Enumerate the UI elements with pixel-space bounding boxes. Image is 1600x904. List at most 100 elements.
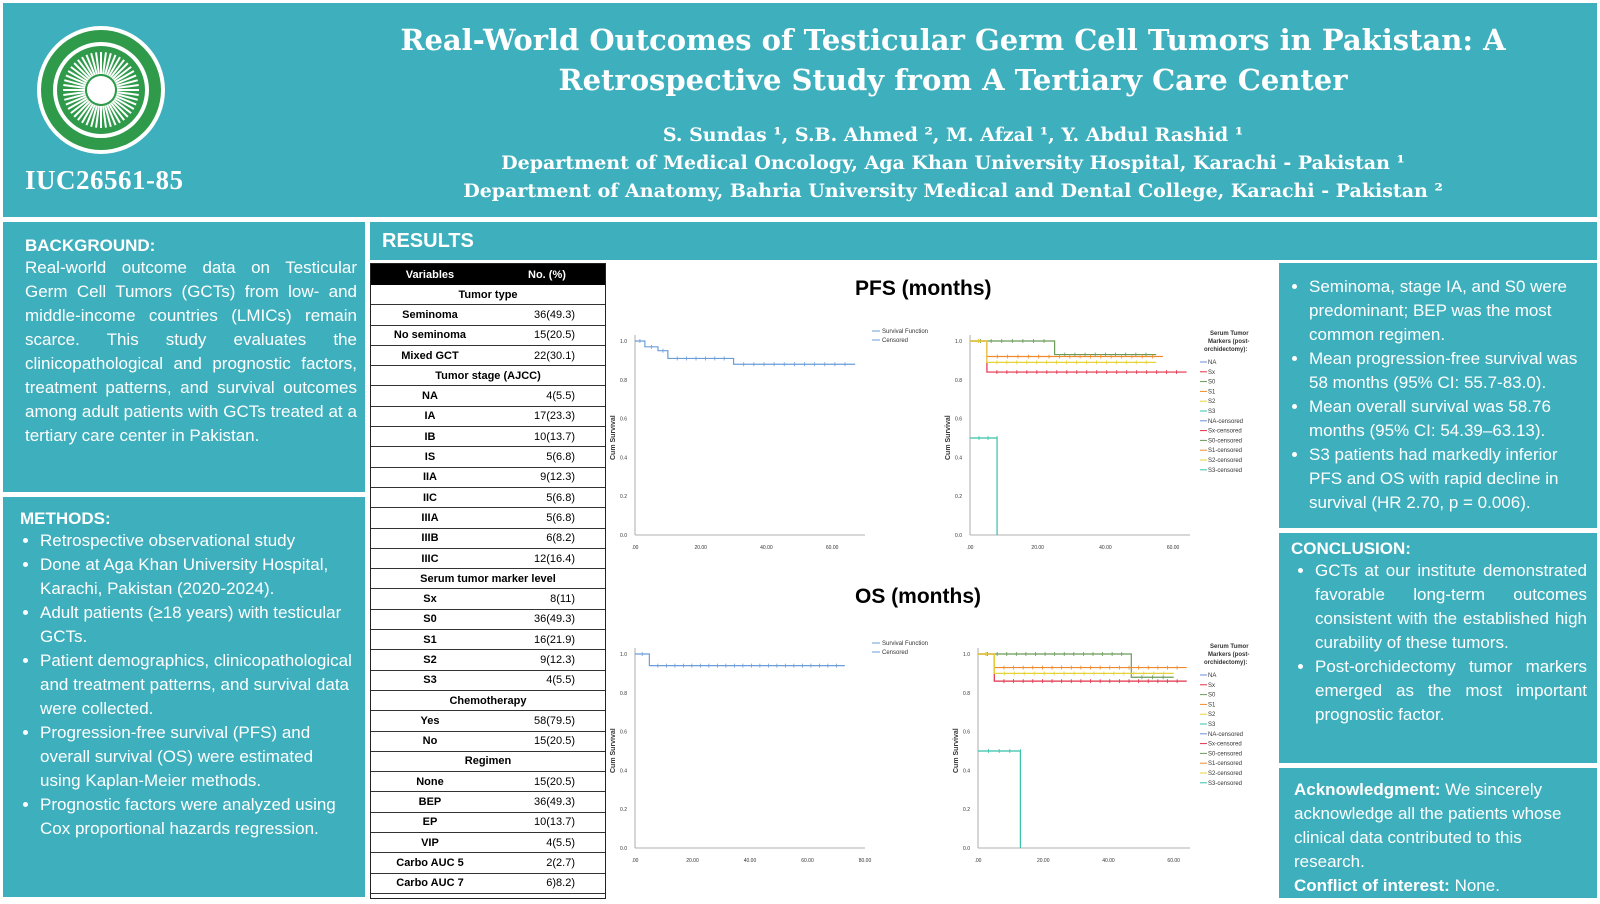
table-cell-value: 15(20.5) <box>488 325 605 346</box>
table-cell-label: IIIC <box>371 548 489 570</box>
y-tick-label: 0.2 <box>620 494 627 500</box>
x-tick-label: 60.00 <box>1167 858 1180 864</box>
table-cell-value: 4(5.5) <box>488 385 605 407</box>
table-cell-label: S0 <box>371 609 489 631</box>
legend-label: S1 <box>1208 389 1216 395</box>
y-axis-label: Cum Survival <box>953 728 960 773</box>
table-row: IA 17(23.3) <box>371 406 605 428</box>
background-section: BACKGROUND: Real-world outcome data on T… <box>3 222 365 492</box>
legend-label: Survival Function <box>882 329 928 335</box>
table-row: Tumor type <box>371 285 605 306</box>
km-plots: 0.0 0.2 0.4 0.6 0.8 1.0 .00 20.00 40.00 60.00 Cum … <box>610 329 1249 864</box>
table-cell-label: Sx <box>371 588 489 610</box>
table-cell-label: IIC <box>371 487 489 509</box>
table-cell-value: 10(13.7) <box>488 426 605 448</box>
km-curve-s2 <box>970 340 1157 363</box>
methods-item: Adult patients (≥18 years) with testicul… <box>40 601 357 649</box>
table-section-label: Tumor stage (AJCC) <box>371 365 605 387</box>
table-cell-label: Carbo AUC 5 <box>371 852 489 874</box>
table-row: Serum tumor marker level <box>371 568 605 590</box>
km-curve-s1 <box>978 653 1187 669</box>
legend-label: S3-censored <box>1208 781 1242 787</box>
y-tick-label: 0.6 <box>955 417 962 423</box>
x-tick-label: 40.00 <box>1102 858 1115 864</box>
methods-list: Retrospective observational studyDone at… <box>20 529 357 841</box>
finding-item: S3 patients had markedly inferior PFS an… <box>1309 443 1591 515</box>
y-axis-label: Cum Survival <box>610 728 617 773</box>
y-tick-label: 0.4 <box>620 455 627 461</box>
os-title: OS (months) <box>855 585 981 608</box>
y-tick-label: 0.2 <box>955 494 962 500</box>
x-tick-label: .00 <box>632 858 639 864</box>
km-curve-s3 <box>970 437 998 535</box>
legend-label: S1-censored <box>1208 448 1242 454</box>
legend-label: Censored <box>882 650 908 656</box>
table-cell-label: IB <box>371 426 489 448</box>
table-cell-label: S3 <box>371 670 489 691</box>
table-cell-label: Carbo AUC 7 <box>371 873 489 894</box>
legend-label: S2 <box>1208 712 1216 718</box>
table-row: Chemotherapy <box>371 690 605 712</box>
table-cell-label: VIP <box>371 832 489 854</box>
legend-label: S3 <box>1208 409 1216 415</box>
x-tick-label: 60.00 <box>1167 545 1180 551</box>
authors: S. Sundas ¹, S.B. Ahmed ², M. Afzal ¹, Y… <box>662 124 1244 146</box>
table-cell-label: EP <box>371 812 489 834</box>
table-row: Carbo AUC 7 6)8.2) <box>371 873 605 894</box>
table-row: None 15(20.5) <box>371 771 605 793</box>
table-cell-value: 36(49.3) <box>488 791 605 813</box>
table-row: Sx 8(11) <box>371 588 605 610</box>
table-cell-value: 17(23.3) <box>488 406 605 428</box>
table-row: No 15(20.5) <box>371 731 605 752</box>
legend-title: Serum Tumor <box>1210 644 1249 650</box>
table-row: IIIC 12(16.4) <box>371 548 605 570</box>
table-cell-label: IA <box>371 406 489 428</box>
table-row: IIC 5(6.8) <box>371 487 605 509</box>
table-cell-value: 10(13.7) <box>488 812 605 834</box>
survival-charts: PFS (months) OS (months) 0.0 0.2 0.4 0.6 0.8… <box>610 263 1274 899</box>
x-tick-label: 80.00 <box>859 858 872 864</box>
table-cell-value: 9(12.3) <box>488 649 605 671</box>
table-section-label: Chemotherapy <box>371 690 605 712</box>
y-tick-label: 0.8 <box>955 378 962 384</box>
table-row: Seminoma 36(49.3) <box>371 304 605 326</box>
table-header-count: No. (%) <box>488 264 605 285</box>
x-tick-label: .00 <box>967 545 974 551</box>
legend-title: Serum Tumor <box>1210 331 1249 337</box>
table-row: S2 9(12.3) <box>371 649 605 671</box>
legend-label: S2-censored <box>1208 458 1242 464</box>
table-row: No seminoma 15(20.5) <box>371 325 605 346</box>
table-cell-label: Mixed GCT <box>371 345 489 367</box>
y-tick-label: 0.4 <box>620 768 627 774</box>
table-cell-value: 4(5.5) <box>488 670 605 691</box>
abstract-code: IUC26561-85 <box>25 165 184 195</box>
finding-item: Seminoma, stage IA, and S0 were predomin… <box>1309 275 1591 347</box>
km-curve-s3 <box>978 750 1021 848</box>
methods-item: Done at Aga Khan University Hospital, Ka… <box>40 553 357 601</box>
legend-label: Sx-censored <box>1208 429 1242 435</box>
table-cell-value: 36(49.3) <box>488 304 605 326</box>
km-curve-s0 <box>970 340 1157 356</box>
y-tick-label: 0.8 <box>963 691 970 697</box>
table-header-variables: Variables <box>371 264 489 285</box>
legend-label: S2-censored <box>1208 771 1242 777</box>
table-cell-label: IIA <box>371 467 489 488</box>
table-cell-value: 36(49.3) <box>488 609 605 631</box>
table-cell-value: 15(20.5) <box>488 731 605 752</box>
table-section-label: Tumor type <box>371 285 605 306</box>
background-heading: BACKGROUND: <box>25 236 156 255</box>
table-cell-label: Seminoma <box>371 304 489 326</box>
x-tick-label: .00 <box>632 545 639 551</box>
table-row: BEP 36(49.3) <box>371 791 605 813</box>
affiliation-2: Department of Anatomy, Bahria University… <box>463 180 1443 202</box>
coi-text: None. <box>1449 876 1500 895</box>
table-cell-value: 5(6.8) <box>488 446 605 468</box>
table-cell-label: None <box>371 771 489 793</box>
methods-item: Progression-free survival (PFS) and over… <box>40 721 357 793</box>
y-tick-label: 0.8 <box>620 691 627 697</box>
y-tick-label: 0.0 <box>620 846 627 852</box>
table-section-label: Serum tumor marker level <box>371 568 605 590</box>
table-row: Yes 58(79.5) <box>371 710 605 732</box>
table-cell-label: S2 <box>371 649 489 671</box>
finding-item: Mean overall survival was 58.76 months (… <box>1309 395 1591 443</box>
